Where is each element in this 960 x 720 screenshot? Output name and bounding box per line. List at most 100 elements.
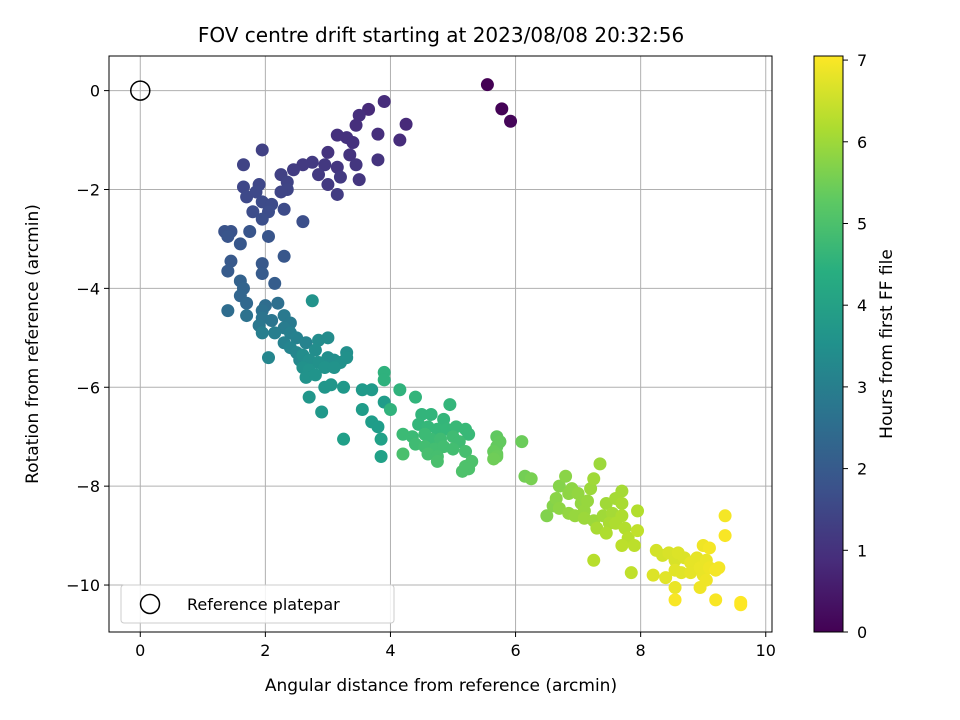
data-point [255, 143, 269, 157]
x-tick-label: 8 [636, 641, 646, 660]
x-tick-label: 6 [510, 641, 520, 660]
data-point [312, 168, 326, 182]
data-point [571, 487, 585, 501]
data-point [646, 568, 660, 582]
data-point [540, 509, 554, 523]
data-point [702, 541, 716, 555]
data-point [446, 442, 460, 456]
y-tick-label: −2 [76, 180, 100, 199]
y-axis-label: Rotation from reference (arcmin) [23, 204, 43, 484]
data-point [524, 472, 538, 486]
data-point [495, 102, 509, 116]
data-point [374, 449, 388, 463]
legend-box [120, 584, 395, 624]
data-point [330, 187, 344, 201]
data-point [549, 492, 563, 506]
data-point [584, 482, 598, 496]
data-point [255, 326, 269, 340]
data-point [459, 445, 473, 459]
data-point [615, 496, 629, 510]
data-point [399, 117, 413, 131]
data-point [718, 509, 732, 523]
data-point [236, 180, 250, 194]
data-point [559, 469, 573, 483]
data-point [221, 264, 235, 278]
data-point [430, 422, 444, 436]
colorbar: 0 1 2 3 4 5 6 7 Hours from first FF file [813, 51, 897, 642]
data-point [383, 403, 397, 417]
colorbar-gradient [813, 55, 844, 633]
colorbar-tick-label: 0 [857, 623, 867, 642]
data-point [337, 380, 351, 394]
data-point [315, 405, 329, 419]
data-point [337, 432, 351, 446]
data-point [718, 529, 732, 543]
data-point [668, 581, 682, 595]
data-point [321, 331, 335, 345]
data-point [587, 472, 601, 486]
data-point [243, 225, 257, 239]
colorbar-tick-label: 6 [857, 133, 867, 152]
data-point [515, 435, 529, 449]
colorbar-tick-label: 7 [857, 51, 867, 70]
data-point [455, 464, 469, 478]
data-point [268, 276, 282, 290]
colorbar-tick-label: 3 [857, 378, 867, 397]
data-point [362, 102, 376, 116]
data-point [221, 229, 235, 243]
data-point [261, 229, 275, 243]
data-point [615, 484, 629, 498]
reference-marker [130, 80, 151, 101]
colorbar-tick-label: 5 [857, 214, 867, 233]
data-point [246, 205, 260, 219]
data-point [443, 398, 457, 412]
data-point [618, 521, 632, 535]
data-point [709, 593, 723, 607]
data-point [377, 373, 391, 387]
y-tick-label: −6 [76, 378, 100, 397]
data-point [659, 571, 673, 585]
data-point [349, 118, 363, 132]
data-point [287, 163, 301, 177]
x-tick-label: 10 [756, 641, 776, 660]
data-point [631, 504, 645, 518]
data-point [265, 314, 279, 328]
data-point [308, 343, 322, 357]
data-point [371, 127, 385, 141]
data-point [271, 296, 285, 310]
data-point [587, 553, 601, 567]
data-point [355, 403, 369, 417]
data-point [377, 94, 391, 108]
data-point [321, 145, 335, 159]
data-point [668, 593, 682, 607]
data-point [462, 427, 476, 441]
data-point [321, 178, 335, 192]
x-tick-label: 2 [260, 641, 270, 660]
data-point [302, 390, 316, 404]
data-point [430, 454, 444, 468]
data-point [487, 452, 501, 466]
y-tick-label: −8 [76, 477, 100, 496]
data-point [396, 447, 410, 461]
data-point [627, 538, 641, 552]
y-tick-label: 0 [90, 82, 100, 101]
data-point [355, 383, 369, 397]
data-point [296, 215, 310, 229]
data-point [593, 457, 607, 471]
data-point [624, 566, 638, 580]
data-point [268, 326, 282, 340]
data-point [615, 538, 629, 552]
data-point [408, 390, 422, 404]
legend: Reference platepar [120, 584, 395, 624]
data-point [393, 133, 407, 147]
data-points [218, 78, 748, 612]
data-point [346, 136, 360, 150]
legend-label: Reference platepar [187, 595, 340, 614]
data-point [255, 257, 269, 271]
grid-lines [109, 56, 772, 632]
data-point [240, 296, 254, 310]
data-point [437, 412, 451, 426]
data-point [352, 173, 366, 187]
data-point [365, 383, 379, 397]
data-point [224, 254, 238, 268]
